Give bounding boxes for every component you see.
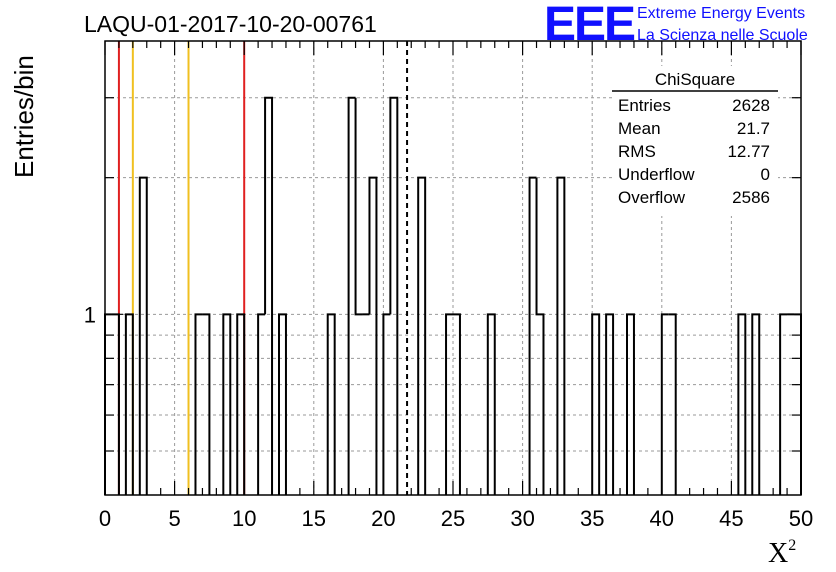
histogram-bar xyxy=(264,96,274,495)
histogram-bar xyxy=(556,176,566,495)
x-tick-label: 35 xyxy=(580,506,604,531)
x-tick-label: 30 xyxy=(510,506,534,531)
stats-value: 0 xyxy=(761,165,770,184)
histogram-bar xyxy=(222,313,232,495)
histogram-bar xyxy=(124,313,134,495)
y-axis-label: Entries/bin xyxy=(9,55,39,178)
histogram-bar xyxy=(194,313,203,495)
stats-label: Overflow xyxy=(618,188,686,207)
y-tick-labels: 1 xyxy=(84,302,96,327)
x-axis-label-base: X xyxy=(768,538,788,569)
histogram-bar xyxy=(104,313,112,495)
histogram-bar xyxy=(257,313,266,495)
logo-line-2: La Scienza nelle Scuole xyxy=(637,27,808,44)
x-tick-label: 15 xyxy=(302,506,326,531)
histogram-bar xyxy=(389,96,399,495)
histogram-bar xyxy=(486,313,496,495)
histogram-bar xyxy=(737,313,747,495)
stats-label: RMS xyxy=(618,142,656,161)
x-axis-label: X2 xyxy=(768,537,796,569)
histogram-bar xyxy=(668,313,677,495)
histogram-bar xyxy=(202,313,211,495)
axes-frame xyxy=(104,40,802,496)
histogram-bar xyxy=(605,313,615,495)
logo-line-1: Extreme Energy Events xyxy=(637,5,805,22)
histogram-bar xyxy=(326,313,336,495)
x-tick-label: 10 xyxy=(232,506,256,531)
stats-title: ChiSquare xyxy=(655,70,735,89)
histogram-bar xyxy=(751,313,761,495)
x-tick-label: 0 xyxy=(99,506,111,531)
histogram-bar xyxy=(236,313,246,495)
x-tick-label: 45 xyxy=(719,506,743,531)
histogram-bars xyxy=(104,96,802,495)
histogram-bar xyxy=(417,176,427,495)
logo-mark: EEE xyxy=(544,0,635,51)
stats-value: 12.77 xyxy=(727,142,770,161)
x-tick-label: 40 xyxy=(650,506,674,531)
stats-value: 2628 xyxy=(732,96,770,115)
x-tick-labels: 0 5 10 15 20 25 30 35 40 45 50 xyxy=(99,506,813,531)
x-axis-label-superscript: 2 xyxy=(788,537,796,554)
chart-title: LAQU-01-2017-10-20-00761 xyxy=(84,11,377,37)
x-tick-label: 20 xyxy=(371,506,395,531)
stats-value: 21.7 xyxy=(737,119,770,138)
histogram-bar xyxy=(626,313,635,495)
x-tick-label: 5 xyxy=(168,506,180,531)
histogram-bar xyxy=(660,313,669,495)
histogram-bar xyxy=(278,313,287,495)
stats-value: 2586 xyxy=(732,188,770,207)
histogram-bar xyxy=(382,313,391,495)
histogram-bar xyxy=(368,176,378,495)
histogram-bar xyxy=(445,313,453,495)
stats-label: Underflow xyxy=(618,165,695,184)
histogram-bar xyxy=(535,177,545,495)
histogram-bar xyxy=(528,176,537,495)
histogram-bar xyxy=(111,313,120,495)
y-tick-label: 1 xyxy=(84,302,96,327)
stats-label: Entries xyxy=(618,96,671,115)
x-tick-label: 50 xyxy=(789,506,813,531)
stats-box: ChiSquare Entries 2628 Mean 21.7 RMS 12.77 Unde… xyxy=(612,66,778,216)
histogram-bar xyxy=(347,96,356,495)
histogram-bar xyxy=(138,176,148,495)
histogram-bar xyxy=(354,97,363,316)
histogram-bar xyxy=(591,313,601,495)
reference-lines xyxy=(117,41,409,495)
histogram-bar xyxy=(779,313,788,495)
x-tick-label: 25 xyxy=(441,506,465,531)
eee-logo: EEE Extreme Energy Events La Scienza nel… xyxy=(544,0,808,51)
histogram-bar xyxy=(453,313,461,495)
stats-label: Mean xyxy=(618,119,661,138)
histogram-bar xyxy=(794,313,802,495)
